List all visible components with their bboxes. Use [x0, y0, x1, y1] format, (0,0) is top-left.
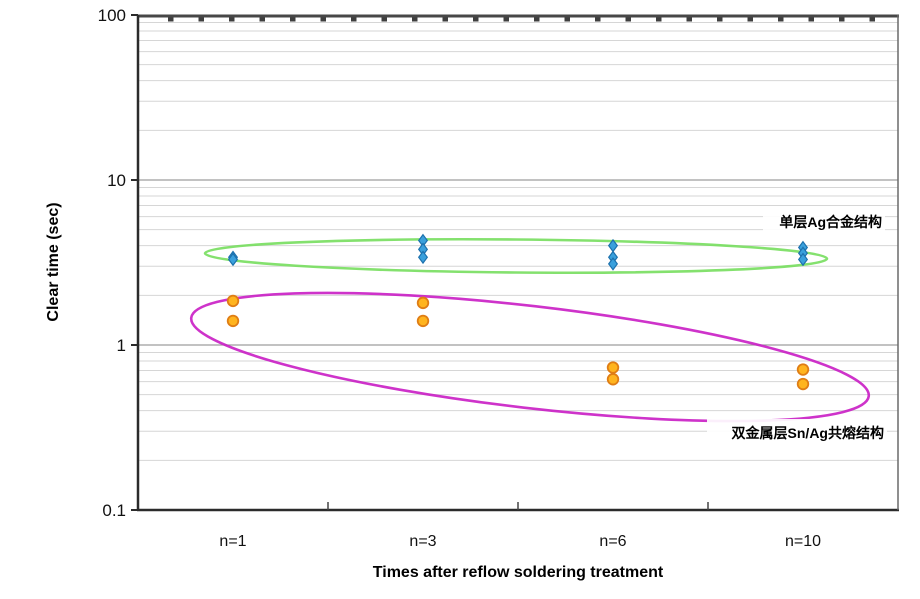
data-points	[226, 233, 810, 391]
data-point-circle	[606, 373, 620, 386]
top-tick	[717, 17, 723, 22]
top-tick	[778, 17, 784, 22]
data-point-circle	[606, 361, 620, 374]
top-tick	[351, 17, 357, 22]
annotation-bimetal-sn-ag: 双金属层Sn/Ag共熔结构	[732, 425, 884, 441]
x-tick-label: n=3	[409, 533, 436, 550]
annotation-bg-1	[763, 209, 885, 232]
x-tick-label: n=1	[219, 533, 246, 550]
top-tick	[686, 17, 692, 22]
data-point-diamond	[797, 252, 809, 267]
top-tick	[412, 17, 418, 22]
top-tick	[564, 17, 570, 22]
top-tick	[808, 17, 814, 22]
y-tick-label: 10	[107, 171, 126, 190]
top-tick	[198, 17, 204, 22]
top-tick	[839, 17, 845, 22]
data-point-circle	[416, 314, 430, 328]
data-point-diamond	[417, 250, 429, 265]
gridlines	[138, 22, 898, 461]
top-tick	[168, 17, 174, 22]
data-point-diamond	[607, 257, 619, 271]
y-tick-label: 100	[98, 6, 126, 25]
x-tick-label: n=10	[785, 533, 821, 550]
top-tick	[473, 17, 479, 22]
top-tick	[625, 17, 631, 22]
data-point-circle	[416, 296, 430, 310]
top-tick	[869, 17, 875, 22]
top-tick	[290, 17, 296, 22]
top-tick	[534, 17, 540, 22]
x-tick-label: n=6	[599, 533, 626, 550]
annotation-bg-2	[707, 419, 887, 444]
top-tick	[320, 17, 326, 22]
y-tick-label: 0.1	[102, 501, 126, 520]
y-axis-title: Clear time (sec)	[45, 202, 62, 321]
axis-tick-labels: 100 10 1 0.1 n=1 n=3 n=6 n=10	[98, 6, 821, 550]
top-tick	[747, 17, 753, 22]
top-tick	[229, 17, 235, 22]
axis-ticks	[131, 14, 875, 511]
x-axis-title: Times after reflow soldering treatment	[373, 564, 664, 581]
group-ellipse	[189, 291, 871, 423]
top-tick	[595, 17, 601, 22]
annotation-single-layer-ag: 单层Ag合金结构	[779, 214, 882, 230]
top-tick	[259, 17, 265, 22]
top-tick	[656, 17, 662, 22]
data-point-circle	[796, 377, 810, 391]
group-ellipses	[189, 237, 871, 423]
data-point-circle	[226, 314, 240, 328]
data-point-circle	[226, 294, 240, 308]
top-tick	[442, 17, 448, 22]
group-ellipse	[203, 237, 829, 275]
top-tick	[381, 17, 387, 22]
top-tick	[503, 17, 509, 22]
data-point-diamond	[227, 252, 239, 267]
data-point-circle	[796, 363, 810, 376]
y-tick-label: 1	[117, 336, 126, 355]
